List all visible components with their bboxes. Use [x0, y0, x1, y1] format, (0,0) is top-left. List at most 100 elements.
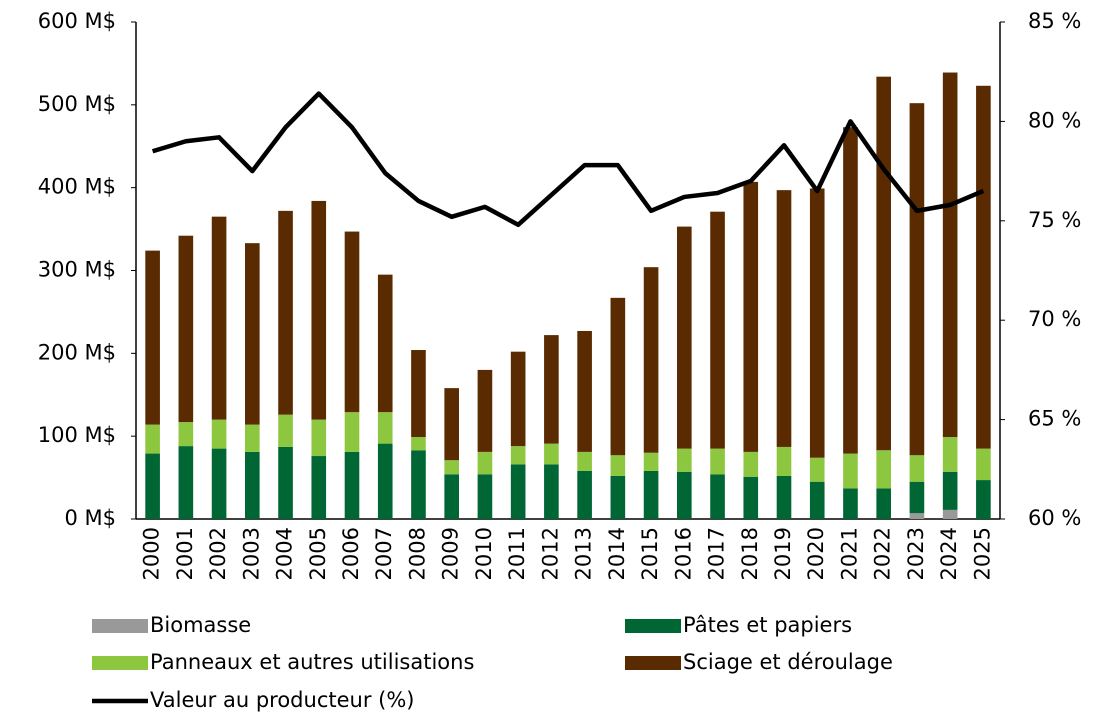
bar — [311, 200, 327, 420]
bar — [244, 243, 260, 425]
bar — [843, 127, 858, 454]
bar — [676, 226, 692, 449]
bar — [311, 456, 327, 519]
x-tick-label: 2006 — [339, 527, 363, 580]
bar — [610, 297, 626, 456]
x-tick-label: 2012 — [538, 527, 562, 580]
bar — [577, 330, 592, 452]
legend-swatch — [92, 619, 148, 633]
bar — [178, 422, 194, 447]
bar — [278, 210, 293, 415]
bar — [776, 190, 792, 447]
bar — [843, 453, 858, 489]
x-tick-label: 2002 — [206, 527, 230, 580]
y-tick-label: 500 M$ — [38, 92, 116, 116]
bar — [377, 274, 393, 413]
x-tick-label: 2011 — [505, 527, 529, 580]
bar — [544, 443, 559, 465]
x-tick-label: 2024 — [937, 527, 961, 580]
bar — [876, 450, 892, 489]
bar — [976, 480, 991, 519]
y2-tick-label: 85 % — [1028, 9, 1081, 33]
y-tick-label: 300 M$ — [38, 258, 116, 282]
bar — [278, 446, 293, 519]
y2-tick-label: 65 % — [1028, 407, 1081, 431]
bar — [942, 509, 958, 519]
x-tick-label: 2013 — [572, 527, 596, 580]
bar — [211, 419, 227, 449]
bar — [577, 451, 592, 471]
bar — [876, 76, 892, 451]
x-tick-label: 2009 — [439, 527, 463, 580]
x-tick-label: 2018 — [738, 527, 762, 580]
y2-tick-label: 70 % — [1028, 307, 1081, 331]
bar — [909, 513, 925, 519]
bar — [145, 250, 160, 425]
bar — [909, 481, 925, 514]
bar — [477, 474, 493, 519]
y2-tick-label: 75 % — [1028, 208, 1081, 232]
bar — [344, 231, 360, 413]
bar — [676, 448, 692, 472]
bar — [942, 471, 958, 510]
bar — [211, 216, 227, 420]
y-tick-label: 0 M$ — [64, 506, 116, 530]
x-tick-label: 2014 — [605, 527, 629, 580]
bar — [477, 451, 493, 475]
bar — [743, 476, 759, 519]
x-tick-label: 2020 — [804, 527, 828, 580]
bar — [809, 481, 825, 519]
bar — [643, 267, 659, 453]
bar — [610, 475, 626, 519]
bar — [909, 103, 925, 456]
x-tick-label: 2000 — [140, 527, 164, 580]
bar — [643, 470, 659, 519]
y-tick-label: 600 M$ — [38, 9, 116, 33]
line — [151, 91, 985, 228]
legend-label: Panneaux et autres utilisations — [150, 650, 474, 674]
x-tick-label: 2017 — [705, 527, 729, 580]
bar — [444, 474, 460, 519]
legend-label: Biomasse — [150, 613, 251, 637]
legend-swatch — [625, 656, 681, 670]
x-tick-label: 2021 — [837, 527, 861, 580]
bar — [411, 350, 426, 437]
bar — [843, 488, 858, 519]
legend-label: Valeur au producteur (%) — [150, 688, 414, 712]
bar — [344, 451, 360, 519]
bar — [411, 450, 426, 519]
bar — [178, 235, 194, 423]
bar — [743, 181, 759, 452]
bar — [776, 475, 792, 519]
bar — [477, 369, 493, 452]
x-tick-label: 2015 — [638, 527, 662, 580]
x-tick-label: 2005 — [306, 527, 330, 580]
x-tick-label: 2022 — [871, 527, 895, 580]
bar — [544, 335, 559, 444]
bar — [178, 446, 194, 519]
y2-tick-label: 60 % — [1028, 506, 1081, 530]
bar — [444, 388, 460, 461]
y2-tick-label: 80 % — [1028, 108, 1081, 132]
bar — [244, 424, 260, 452]
bar — [976, 85, 991, 449]
bar — [510, 464, 526, 519]
bar — [510, 446, 526, 465]
bar — [743, 451, 759, 477]
legend-label: Sciage et déroulage — [683, 650, 893, 674]
bar — [976, 448, 991, 481]
bar — [776, 446, 792, 476]
legend-swatch — [625, 619, 681, 633]
legend-label: Pâtes et papiers — [683, 613, 852, 637]
x-tick-label: 2019 — [771, 527, 795, 580]
bar — [444, 460, 460, 475]
bar — [244, 451, 260, 519]
bar — [643, 452, 659, 471]
bar — [344, 412, 360, 452]
bar — [377, 412, 393, 444]
bar — [544, 464, 559, 519]
x-tick-label: 2001 — [173, 527, 197, 580]
x-tick-label: 2004 — [273, 527, 297, 580]
legend-swatch — [92, 656, 148, 670]
